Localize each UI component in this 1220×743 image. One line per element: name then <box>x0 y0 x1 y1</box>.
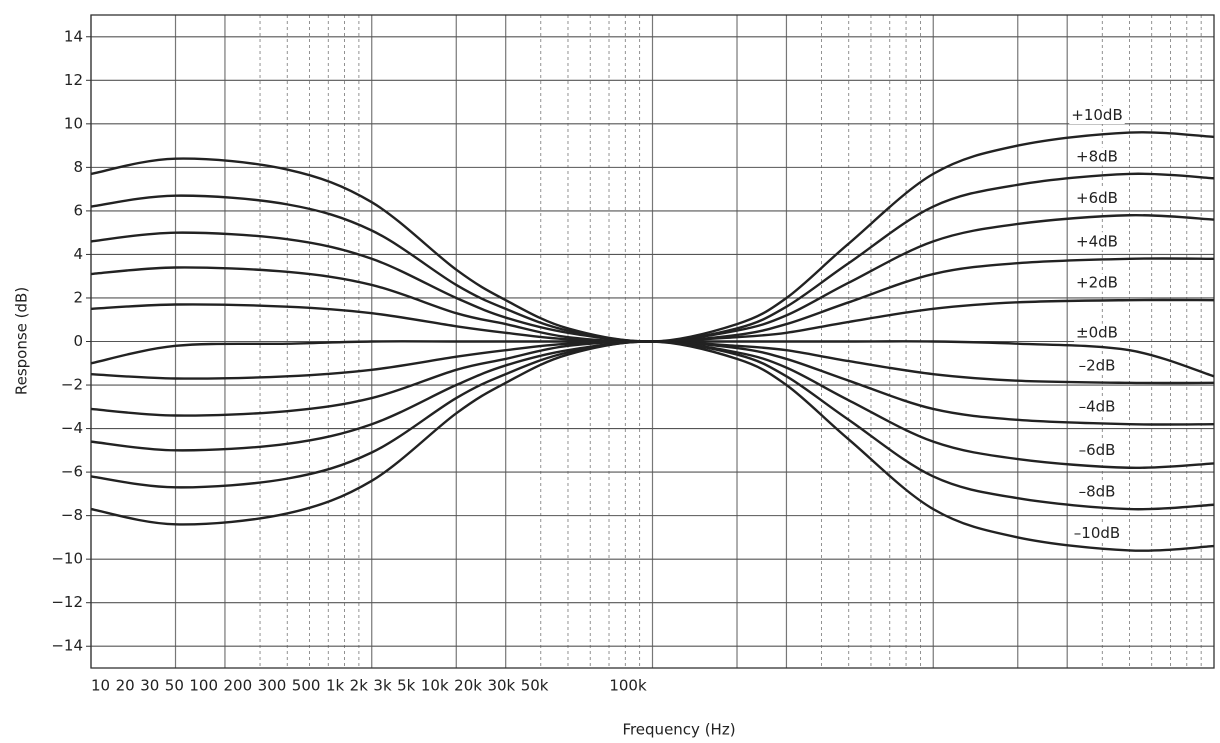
x-axis-label: 5k <box>397 677 416 695</box>
curve-label-bg <box>1074 232 1120 251</box>
curve-label: –2dB <box>1079 356 1116 374</box>
y-tick-label: 8 <box>73 158 83 176</box>
curve-label-bg <box>1069 106 1125 125</box>
curve-label: ±0dB <box>1076 324 1118 342</box>
curve-label: +4dB <box>1076 232 1118 250</box>
curve-label-bg <box>1076 356 1118 375</box>
curve-label: +2dB <box>1076 274 1118 292</box>
y-tick-label: −2 <box>61 376 83 394</box>
curve-label: –10dB <box>1074 524 1120 542</box>
x-axis-label: 1k <box>326 677 345 695</box>
x-axis-label: 20k <box>454 677 482 695</box>
y-tick-label: 2 <box>73 288 83 306</box>
y-axis-title: Response (dB) <box>13 287 31 395</box>
y-tick-label: 14 <box>64 27 83 45</box>
x-axis-title: Frequency (Hz) <box>622 721 735 739</box>
x-axis-label: 3k <box>373 677 392 695</box>
curve-label-bg <box>1074 147 1120 166</box>
curve-label: –4dB <box>1079 398 1116 416</box>
x-axis-label: 10k <box>421 677 449 695</box>
x-axis-label: 30k <box>487 677 515 695</box>
response-curve <box>90 340 1215 552</box>
y-tick-label: −6 <box>61 463 83 481</box>
curve-label-bg <box>1071 523 1123 542</box>
plot-frame <box>90 14 1215 669</box>
curve-label: –8dB <box>1079 483 1116 501</box>
curve-label-bg <box>1074 273 1120 292</box>
y-tick-label: −10 <box>51 550 83 568</box>
curve-label-bg <box>1074 323 1120 342</box>
y-tick-label: −4 <box>61 419 83 437</box>
curve-label-bg <box>1074 188 1120 207</box>
x-axis-label: 200 <box>224 677 253 695</box>
curve-label: +6dB <box>1076 189 1118 207</box>
y-tick-label: 6 <box>73 201 83 219</box>
x-axis-label: 100k <box>609 677 647 695</box>
curve-label: +10dB <box>1071 106 1122 124</box>
y-tick-label: 4 <box>73 245 83 263</box>
x-axis-label: 500 <box>292 677 321 695</box>
y-tick-label: 10 <box>64 114 83 132</box>
y-tick-label: −12 <box>51 593 83 611</box>
y-tick-label: 12 <box>64 71 83 89</box>
x-axis-label: 2k <box>350 677 369 695</box>
curve-label: –6dB <box>1079 441 1116 459</box>
x-axis-label: 100 <box>189 677 218 695</box>
y-tick-label: −14 <box>51 637 83 655</box>
curve-label-bg <box>1076 441 1118 460</box>
curve-label-bg <box>1076 397 1118 416</box>
x-axis-label: 30 <box>140 677 159 695</box>
x-axis-label: 50 <box>165 677 184 695</box>
x-axis-label: 10 <box>91 677 110 695</box>
curve-label: +8dB <box>1076 147 1118 165</box>
x-axis-label: 50k <box>521 677 549 695</box>
x-axis-label: 300 <box>258 677 287 695</box>
y-tick-label: −8 <box>61 506 83 524</box>
y-tick-label: 0 <box>73 332 83 350</box>
x-axis-label: 20 <box>116 677 135 695</box>
curve-label-bg <box>1076 482 1118 501</box>
